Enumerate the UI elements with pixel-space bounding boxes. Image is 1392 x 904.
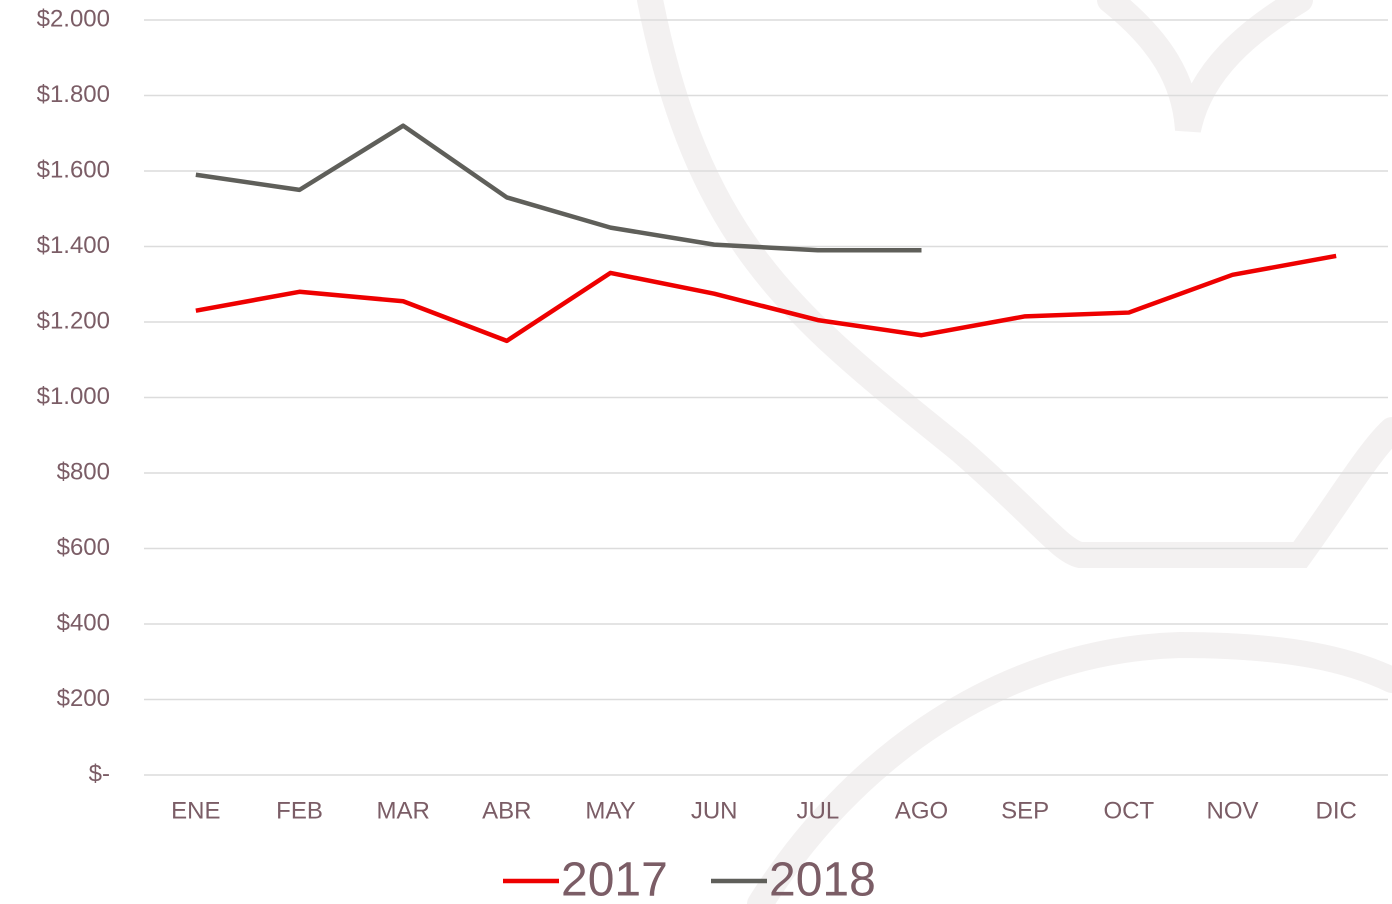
legend-label: 2018	[769, 854, 876, 904]
x-tick-label: DIC	[1315, 797, 1356, 824]
y-tick-label: $200	[57, 685, 110, 712]
x-tick-label: JUN	[691, 797, 738, 824]
x-tick-label: AGO	[895, 797, 948, 824]
x-tick-label: NOV	[1206, 797, 1258, 824]
y-tick-label: $1.200	[37, 307, 110, 334]
x-tick-label: ABR	[482, 797, 531, 824]
y-tick-label: $1.400	[37, 232, 110, 259]
y-tick-label: $400	[57, 609, 110, 636]
y-tick-label: $600	[57, 534, 110, 561]
y-tick-label: $1.000	[37, 383, 110, 410]
x-tick-label: JUL	[796, 797, 839, 824]
legend-label: 2017	[561, 854, 668, 904]
y-tick-label: $1.800	[37, 81, 110, 108]
y-tick-label: $1.600	[37, 156, 110, 183]
line-series	[196, 126, 922, 251]
x-tick-label: FEB	[276, 797, 323, 824]
x-tick-label: SEP	[1001, 797, 1049, 824]
watermark	[650, 0, 1392, 904]
x-tick-label: MAR	[376, 797, 429, 824]
y-tick-label: $-	[89, 760, 110, 787]
chart: $- $200 $400 $600 $800 $1.000 $1.200 $1.400 $1.6…	[0, 0, 1392, 904]
x-tick-label: ENE	[171, 797, 220, 824]
x-tick-label: OCT	[1103, 797, 1154, 824]
y-tick-label: $2.000	[37, 5, 110, 32]
y-tick-label: $800	[57, 458, 110, 485]
x-tick-label: MAY	[585, 797, 635, 824]
watermark-curve	[650, 0, 1392, 555]
